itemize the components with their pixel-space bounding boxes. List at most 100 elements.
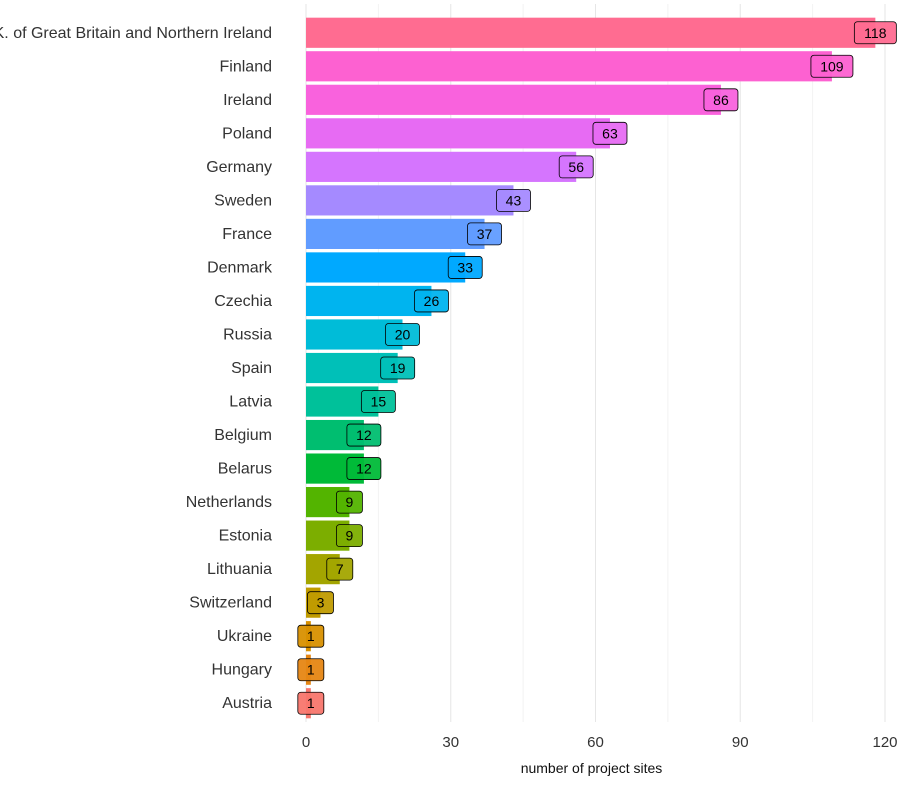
value-label-group: 9 <box>336 490 363 514</box>
value-label-group: 33 <box>447 256 483 279</box>
value-label: 118 <box>864 25 887 41</box>
value-label-group: 109 <box>810 54 854 78</box>
value-label-group: 56 <box>558 155 594 179</box>
category-label: Austria <box>222 695 272 712</box>
value-label-group: 26 <box>414 289 449 313</box>
category-label: Belgium <box>214 427 272 444</box>
value-label: 9 <box>346 528 354 544</box>
value-label-box <box>558 155 594 179</box>
value-label-group: 37 <box>467 222 502 246</box>
x-tick-label: 120 <box>872 734 897 751</box>
bar <box>306 17 876 48</box>
category-label: Ireland <box>223 92 272 109</box>
value-label-box <box>346 423 382 447</box>
value-label: 3 <box>317 595 325 611</box>
value-label: 1 <box>307 628 315 644</box>
value-label-group: 19 <box>380 356 416 380</box>
value-label-box <box>385 323 420 346</box>
value-label-box <box>380 356 416 380</box>
category-label: Hungary <box>212 662 272 679</box>
value-label: 86 <box>713 92 729 108</box>
value-label: 63 <box>602 125 618 141</box>
category-label: Latvia <box>229 394 272 411</box>
value-label-box <box>592 121 628 145</box>
value-label-box <box>336 490 363 514</box>
value-label-group: 1 <box>297 624 325 648</box>
value-label-box <box>703 88 739 112</box>
value-label: 1 <box>307 695 315 711</box>
x-tick-label: 30 <box>442 734 459 751</box>
value-label: 37 <box>477 226 493 242</box>
bar <box>306 51 832 82</box>
bar <box>306 118 610 149</box>
value-label-group: 43 <box>496 188 531 212</box>
value-label-box <box>853 21 897 45</box>
category-label: Switzerland <box>189 595 272 612</box>
x-tick-label: 0 <box>302 734 310 751</box>
value-label: 33 <box>457 259 473 275</box>
value-label-group: 20 <box>385 323 420 346</box>
value-label: 109 <box>820 58 844 74</box>
bar <box>306 252 466 283</box>
value-label: 12 <box>356 461 372 477</box>
value-label-group: 9 <box>336 524 363 548</box>
value-label-box <box>326 557 354 581</box>
value-label-group: 63 <box>592 121 628 145</box>
value-label-box <box>447 256 483 279</box>
value-label-group: 15 <box>360 390 396 413</box>
value-label-box <box>307 591 334 615</box>
value-label: 56 <box>568 159 584 175</box>
value-labels: 118 109 86 63 56 43 37 33 26 20 19 15 12 12 9 9 7 3 1 1 1 <box>297 21 897 715</box>
value-label-box <box>297 658 325 682</box>
value-label-group: 86 <box>703 88 739 112</box>
category-label: Spain <box>231 360 272 377</box>
x-tick-label: 60 <box>587 734 604 751</box>
value-label: 26 <box>424 293 440 309</box>
bar <box>306 185 514 216</box>
category-label: Finland <box>220 58 272 75</box>
value-label: 9 <box>346 494 354 510</box>
bar <box>306 151 577 182</box>
value-label-box <box>414 289 449 313</box>
category-label: Belarus <box>218 461 272 478</box>
category-label: France <box>222 226 272 243</box>
category-labels: U.K. of Great Britain and Northern Irela… <box>0 25 273 712</box>
value-label-group: 12 <box>346 457 382 480</box>
value-label: 15 <box>371 394 387 410</box>
value-label-box <box>336 524 363 548</box>
category-label: Russia <box>223 326 272 343</box>
value-label-box <box>346 457 382 480</box>
category-label: Ukraine <box>217 628 272 645</box>
value-label-box <box>467 222 502 246</box>
x-axis-title: number of project sites <box>521 760 663 776</box>
value-label-box <box>297 624 325 648</box>
bar <box>306 218 485 249</box>
x-axis-ticks: 0 30 60 90 120 <box>302 734 898 751</box>
value-label: 20 <box>395 326 411 342</box>
value-label: 7 <box>336 561 344 577</box>
category-label: Lithuania <box>207 561 272 578</box>
value-label-group: 1 <box>297 691 325 715</box>
category-label: Estonia <box>219 528 272 545</box>
category-label: Czechia <box>214 293 272 310</box>
x-tick-label: 90 <box>732 734 749 751</box>
value-label: 12 <box>356 427 372 443</box>
value-label: 43 <box>506 192 522 208</box>
value-label-box <box>360 390 396 413</box>
category-label: Sweden <box>214 192 272 209</box>
category-label: U.K. of Great Britain and Northern Irela… <box>0 25 272 42</box>
value-label: 1 <box>307 662 315 678</box>
value-label-box <box>297 691 325 715</box>
value-label-box <box>810 54 854 78</box>
category-label: Netherlands <box>186 494 272 511</box>
value-label-group: 12 <box>346 423 382 447</box>
value-label-group: 118 <box>853 21 897 45</box>
value-label-box <box>496 188 531 212</box>
value-label-group: 1 <box>297 658 325 682</box>
category-label: Denmark <box>207 259 273 276</box>
category-label: Poland <box>222 125 272 142</box>
value-label-group: 3 <box>307 591 334 615</box>
category-label: Germany <box>206 159 272 176</box>
